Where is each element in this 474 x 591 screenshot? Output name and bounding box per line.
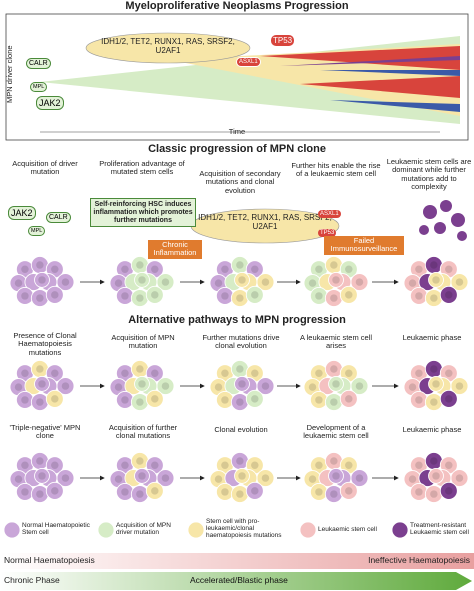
step-caption: Development of a leukaemic stem cell: [303, 423, 369, 441]
y-label: MPN driver clone: [4, 45, 14, 103]
step-caption: Proliferation advantage of mutated stem …: [99, 159, 185, 177]
step-caption: 'Triple-negative' MPN clone: [9, 423, 81, 441]
driver: CALR: [46, 212, 71, 223]
step-caption: A leukaemic stem cell arises: [299, 333, 373, 351]
hsc-note: Self-reinforcing HSC induces inflammatio…: [90, 198, 196, 228]
step-caption: Leukaemic stem cells are dominant while …: [386, 157, 472, 192]
step-caption: Presence of Clonal Haematopoiesis mutati…: [13, 331, 77, 357]
section-title: Alternative pathways to MPN progression: [128, 314, 346, 326]
bar-label: Accelerated/Blastic phase: [190, 575, 288, 585]
legend-entry: Stem cell with pro-leukaemic/clonal haem…: [206, 518, 282, 540]
legend-entry: Acquisition of MPN driver mutation: [116, 522, 171, 537]
section-title: Classic progression of MPN clone: [148, 143, 326, 155]
asxl1: ASXL1: [236, 57, 261, 67]
tp53: TP53: [318, 229, 337, 237]
bar-label: Chronic Phase: [4, 575, 60, 585]
step-caption: Acquisition of further clonal mutations: [108, 423, 178, 441]
step-caption: Acquisition of driver mutation: [12, 159, 78, 177]
driver: JAK2: [8, 206, 36, 220]
clone: CALR: [26, 58, 51, 69]
tp53: TP53: [270, 34, 296, 47]
step-caption: Clonal evolution: [214, 425, 268, 434]
failed-immunosurveillance: Failed Immunosurveillance: [324, 236, 404, 255]
legend-entry: Leukaemic stem cell: [318, 526, 377, 533]
legend-entry: Normal Haematopoietic Stem cell: [22, 522, 90, 537]
bar-label: Ineffective Haematopoiesis: [368, 555, 470, 565]
mutations: IDH1/2, TET2, RUNX1, RAS, SRSF2, U2AF1: [101, 37, 235, 55]
clone: MPL: [30, 82, 48, 92]
chronic-inflammation: Chronic Inflammation: [148, 240, 202, 259]
step-caption: Acquisition of MPN mutation: [111, 333, 175, 351]
clone: JAK2: [36, 96, 64, 110]
step-caption: Further hits enable the rise of a leukae…: [291, 161, 381, 179]
legend-entry: Treatment-resistant Leukaemic stem cell: [410, 522, 469, 537]
step-caption: Further mutations drive clonal evolution: [202, 333, 280, 351]
asxl1: ASXL1: [318, 210, 341, 218]
step-caption: Leukaemic phase: [402, 425, 462, 434]
driver: MPL: [28, 226, 46, 236]
step-caption: Leukaemic phase: [402, 333, 462, 342]
top-title: Myeloproliferative Neoplasms Progression: [125, 0, 349, 12]
x-label: Time: [228, 127, 246, 136]
step-caption: Acquisition of secondary mutations and c…: [199, 169, 281, 195]
bar-label: Normal Haematopoiesis: [4, 555, 95, 565]
mutations: IDH1/2, TET2, RUNX1, RAS, SRSF2, U2AF1: [198, 213, 332, 231]
